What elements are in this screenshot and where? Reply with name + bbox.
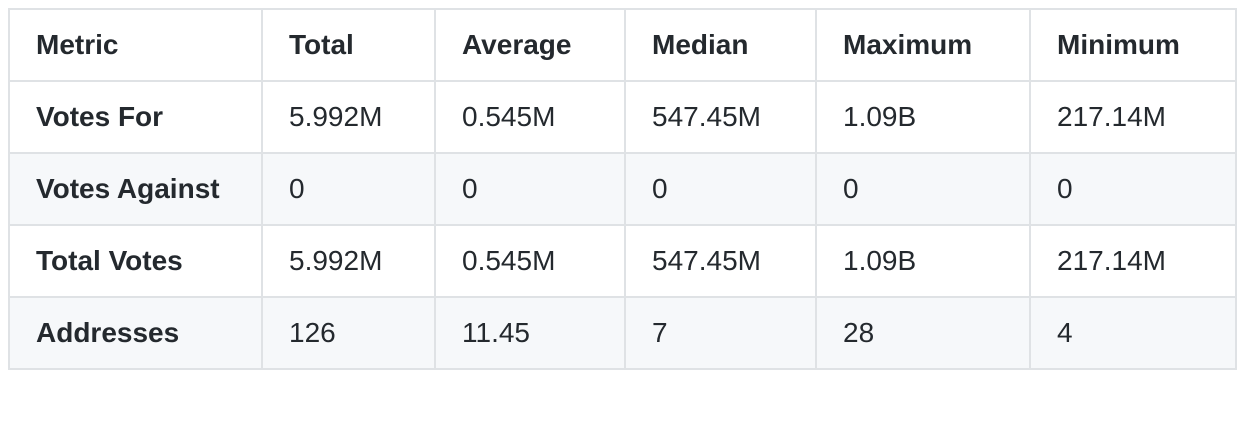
row-label-text: Votes For (36, 101, 164, 132)
header-cell: Total (261, 8, 436, 82)
cell: 126 (261, 296, 436, 370)
row-label-text: Votes Against (36, 173, 220, 204)
header-cell: Maximum (815, 8, 1031, 82)
cell: 5.992M (261, 224, 436, 298)
row-label: Addresses (8, 296, 263, 370)
cell: 0.545M (434, 224, 626, 298)
cell: 7 (624, 296, 817, 370)
cell: 1.09B (815, 224, 1031, 298)
cell: 217.14M (1029, 80, 1237, 154)
cell: 4 (1029, 296, 1237, 370)
header-cell: Metric (8, 8, 263, 82)
cell: 0 (1029, 152, 1237, 226)
row-label-text: Total Votes (36, 245, 183, 276)
cell: 0 (624, 152, 817, 226)
cell: 547.45M (624, 80, 817, 154)
table-row: Votes Against 0 0 0 0 0 (8, 152, 1237, 226)
table-row: Total Votes 5.992M 0.545M 547.45M 1.09B 217.1… (8, 224, 1237, 298)
cell: 28 (815, 296, 1031, 370)
header-cell: Median (624, 8, 817, 82)
cell: 217.14M (1029, 224, 1237, 298)
cell: 0 (434, 152, 626, 226)
header-row: Metric Total Average Median Maximum Minimum (8, 8, 1237, 82)
header-cell: Average (434, 8, 626, 82)
cell: 0 (261, 152, 436, 226)
row-label-text: Addresses (36, 317, 180, 348)
row-label: Votes Against (8, 152, 263, 226)
row-label: Total Votes (8, 224, 263, 298)
cell: 547.45M (624, 224, 817, 298)
header-cell: Minimum (1029, 8, 1237, 82)
table-body: Votes For 5.992M 0.545M 547.45M 1.09B 217.14M… (8, 80, 1237, 370)
stats-table: Metric Total Average Median Maximum Minimum V… (8, 8, 1237, 370)
cell: 11.45 (434, 296, 626, 370)
table-row: Addresses 126 11.45 7 28 4 (8, 296, 1237, 370)
cell: 5.992M (261, 80, 436, 154)
cell: 0.545M (434, 80, 626, 154)
cell: 1.09B (815, 80, 1031, 154)
cell: 0 (815, 152, 1031, 226)
table-row: Votes For 5.992M 0.545M 547.45M 1.09B 217.14M (8, 80, 1237, 154)
row-label: Votes For (8, 80, 263, 154)
